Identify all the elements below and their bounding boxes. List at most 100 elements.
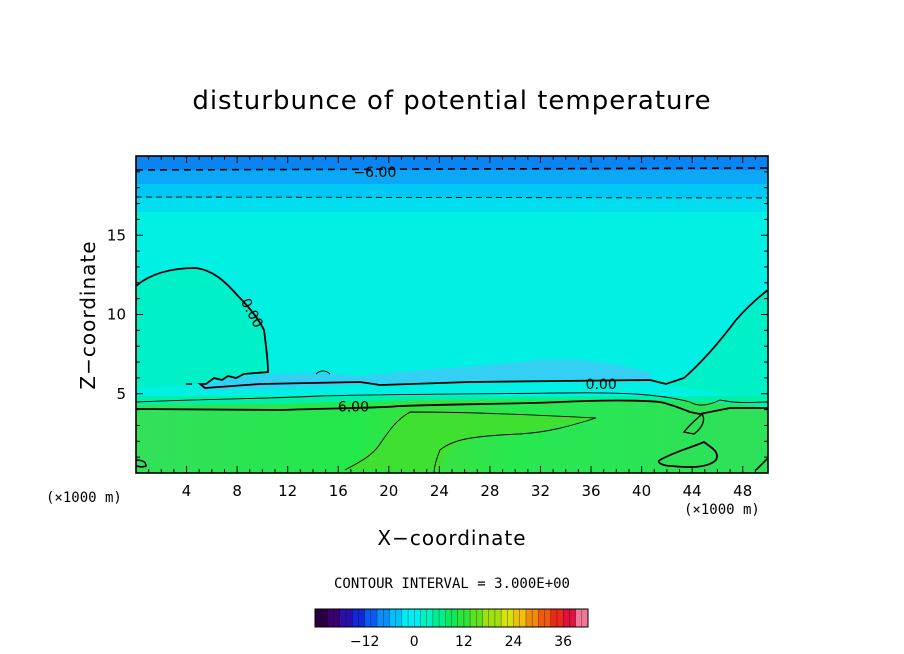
x-tick-label: 4 (182, 482, 192, 500)
x-unit-label-right: (×1000 m) (684, 502, 760, 518)
colorbar-cell (513, 609, 521, 627)
y-tick-label: 10 (107, 306, 126, 324)
colorbar-frame (314, 608, 589, 628)
x-tick-label: 48 (733, 482, 752, 500)
colorbar-cell (426, 609, 434, 627)
colorbar-cell (569, 609, 576, 627)
x-axis-ticks: 4 8 12 16 20 24 28 32 36 40 44 48 (148, 156, 756, 500)
colorbar-cell (457, 609, 465, 627)
colorbar-cell (321, 609, 328, 627)
x-tick-label: 12 (278, 482, 297, 500)
colorbar-cell (544, 609, 552, 627)
colorbar-cell (439, 609, 446, 627)
contour-line-neg6 (135, 167, 769, 171)
field-top-band-3 (136, 184, 768, 198)
colorbar-cell (346, 609, 353, 627)
colorbar-cell (358, 609, 366, 627)
field-left-tongue (136, 269, 266, 388)
colorbar-cell (507, 609, 514, 627)
colorbar-cell (414, 609, 421, 627)
contour-line-right-low-1 (657, 440, 718, 468)
colorbar-cell (333, 609, 341, 627)
colorbar-cell (550, 609, 558, 627)
contour-line-pos6 (135, 399, 768, 415)
contour-line-left-low (135, 459, 147, 468)
x-tick-label: 28 (480, 482, 499, 500)
contour-line-pos3 (135, 392, 769, 406)
x-tick-label: 24 (430, 482, 449, 500)
contour-line-blip (315, 370, 331, 375)
colorbar-cell (538, 609, 545, 627)
contour-label-text: 6.00 (338, 399, 369, 415)
colorbar-cell (401, 609, 409, 627)
colorbar-cell (395, 609, 403, 627)
x-unit-label-left: (×1000 m) (46, 490, 122, 506)
field-warm-patch (345, 412, 595, 470)
colorbar-cell (482, 609, 490, 627)
field-top-band-2 (136, 170, 768, 184)
chart-title: disturbunce of potential temperature (192, 86, 712, 116)
contour-label: −6.00 (353, 165, 396, 181)
colorbar-tick-label: 24 (505, 634, 523, 650)
contour-label: 0.00 (586, 377, 617, 393)
colorbar-cell (339, 609, 347, 627)
colorbar-cell (501, 609, 508, 627)
colorbar-cell (488, 609, 496, 627)
colorbar-cell (370, 609, 378, 627)
contour-line-inner (344, 411, 597, 474)
contour-lines (135, 167, 769, 474)
contour-label-text: 0.00 (586, 377, 617, 393)
colorbar-tick-label: 0 (410, 634, 419, 650)
colorbar-cell (575, 609, 583, 627)
y-tick-label: 15 (107, 226, 126, 244)
y-axis-ticks: 5 10 15 (107, 171, 768, 458)
x-tick-label: 44 (683, 482, 702, 500)
x-tick-label: 36 (581, 482, 600, 500)
contour-interval-label: CONTOUR INTERVAL = 3.000E+00 (333, 576, 570, 592)
colorbar-cell (519, 609, 527, 627)
colorbar-cell (581, 609, 589, 627)
colorbar: −12 0 12 24 36 (314, 608, 589, 650)
x-tick-label: 20 (379, 482, 398, 500)
contour-line-right-edge (755, 457, 769, 471)
contour-line-right-low-2 (682, 412, 705, 435)
colorbar-cell (383, 609, 390, 627)
colorbar-cell (432, 609, 440, 627)
colorbar-cell (408, 609, 415, 627)
colorbar-cell (525, 609, 533, 627)
contour-line-neg3 (135, 196, 769, 199)
colorbar-cell (420, 609, 428, 627)
field-top-band-4 (136, 198, 768, 212)
colorbar-cell (476, 609, 483, 627)
x-tick-label: 16 (329, 482, 348, 500)
colorbar-cell (445, 609, 452, 627)
x-tick-label: 8 (232, 482, 242, 500)
colorbar-cell (470, 609, 477, 627)
x-axis-label: X−coordinate (377, 526, 527, 550)
colorbar-cell (563, 609, 570, 627)
colorbar-tick-label: 36 (554, 634, 572, 650)
colorbar-cell (556, 609, 564, 627)
colorbar-cell (494, 609, 502, 627)
colorbar-cell (327, 609, 335, 627)
colorbar-cell (364, 609, 372, 627)
colorbar-cell (463, 609, 471, 627)
y-tick-label: 5 (116, 385, 126, 403)
x-tick-label: 32 (531, 482, 550, 500)
colorbar-tick-label: 12 (455, 634, 473, 650)
contour-label: 6.00 (338, 399, 369, 415)
colorbar-cell (315, 609, 322, 627)
colorbar-cell (377, 609, 384, 627)
field-right-wedge (660, 290, 768, 402)
colorbar-cell (389, 609, 397, 627)
colorbar-cell (532, 609, 539, 627)
colorbar-cell (451, 609, 459, 627)
colorbar-cell (352, 609, 359, 627)
contour-label-text: −6.00 (353, 165, 396, 181)
contour-field (136, 156, 768, 473)
colorbar-tick-label: −12 (350, 634, 380, 650)
field-top-band-1 (136, 156, 768, 170)
x-tick-label: 40 (632, 482, 651, 500)
contour-line-zero-upper (135, 267, 769, 389)
